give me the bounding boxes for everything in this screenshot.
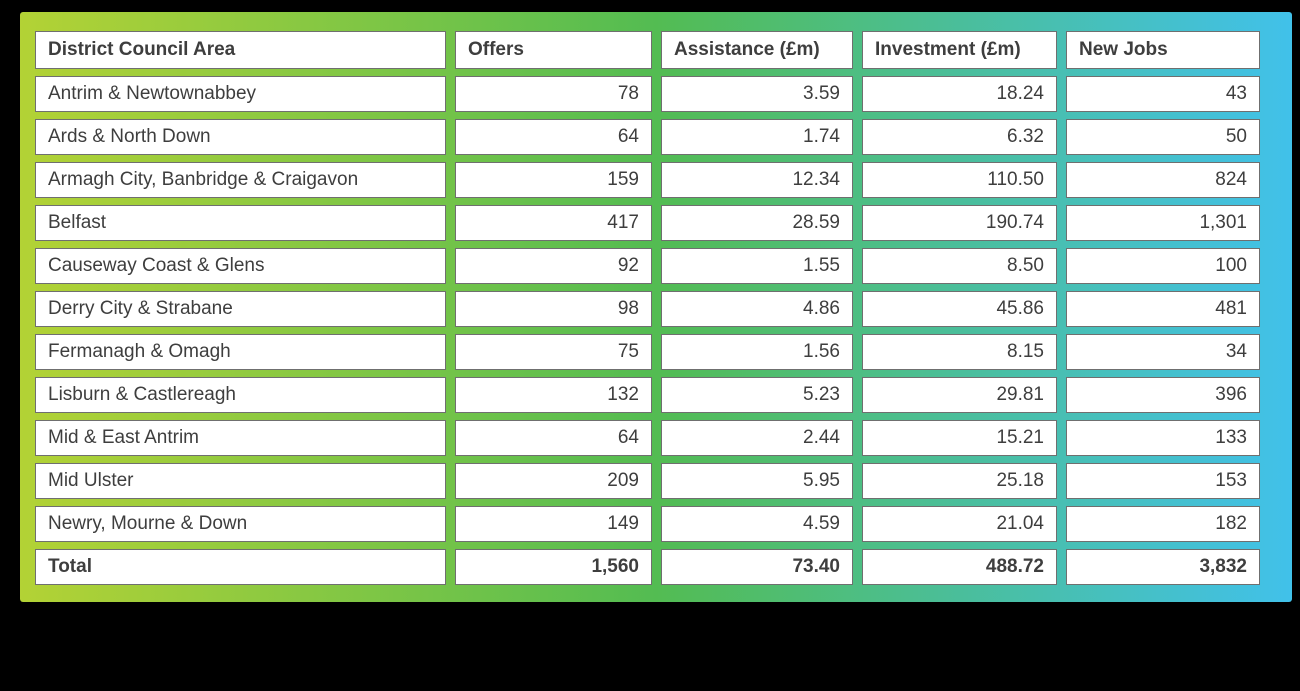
district-cell: Derry City & Strabane xyxy=(35,291,446,327)
gradient-panel: District Council Area Offers Assistance (£… xyxy=(20,12,1292,602)
column-header: New Jobs xyxy=(1066,31,1260,69)
value-cell: 3,832 xyxy=(1066,549,1260,585)
total-row: Total 1,560 73.40 488.72 3,832 xyxy=(35,549,1260,585)
value-cell: 43 xyxy=(1066,76,1260,112)
table-row: Derry City & Strabane 98 4.86 45.86 481 xyxy=(35,291,1260,327)
table-row: Belfast 417 28.59 190.74 1,301 xyxy=(35,205,1260,241)
table-row: Causeway Coast & Glens 92 1.55 8.50 100 xyxy=(35,248,1260,284)
value-cell: 25.18 xyxy=(862,463,1057,499)
value-cell: 12.34 xyxy=(661,162,853,198)
value-cell: 29.81 xyxy=(862,377,1057,413)
value-cell: 417 xyxy=(455,205,652,241)
district-cell: Antrim & Newtownabbey xyxy=(35,76,446,112)
value-cell: 396 xyxy=(1066,377,1260,413)
district-cell: Lisburn & Castlereagh xyxy=(35,377,446,413)
column-header: District Council Area xyxy=(35,31,446,69)
table-row: Ards & North Down 64 1.74 6.32 50 xyxy=(35,119,1260,155)
value-cell: 100 xyxy=(1066,248,1260,284)
table-row: Fermanagh & Omagh 75 1.56 8.15 34 xyxy=(35,334,1260,370)
district-cell: Fermanagh & Omagh xyxy=(35,334,446,370)
district-cell: Ards & North Down xyxy=(35,119,446,155)
value-cell: 78 xyxy=(455,76,652,112)
district-cell: Newry, Mourne & Down xyxy=(35,506,446,542)
table-row: Antrim & Newtownabbey 78 3.59 18.24 43 xyxy=(35,76,1260,112)
value-cell: 92 xyxy=(455,248,652,284)
value-cell: 4.59 xyxy=(661,506,853,542)
value-cell: 98 xyxy=(455,291,652,327)
value-cell: 1,301 xyxy=(1066,205,1260,241)
value-cell: 6.32 xyxy=(862,119,1057,155)
value-cell: 64 xyxy=(455,420,652,456)
value-cell: 153 xyxy=(1066,463,1260,499)
value-cell: 1.74 xyxy=(661,119,853,155)
value-cell: 18.24 xyxy=(862,76,1057,112)
district-cell: Mid & East Antrim xyxy=(35,420,446,456)
value-cell: 481 xyxy=(1066,291,1260,327)
value-cell: 1.55 xyxy=(661,248,853,284)
value-cell: 1,560 xyxy=(455,549,652,585)
value-cell: 110.50 xyxy=(862,162,1057,198)
value-cell: 28.59 xyxy=(661,205,853,241)
value-cell: 34 xyxy=(1066,334,1260,370)
table-row: Mid Ulster 209 5.95 25.18 153 xyxy=(35,463,1260,499)
value-cell: 824 xyxy=(1066,162,1260,198)
value-cell: 1.56 xyxy=(661,334,853,370)
value-cell: 3.59 xyxy=(661,76,853,112)
value-cell: 2.44 xyxy=(661,420,853,456)
value-cell: 149 xyxy=(455,506,652,542)
value-cell: 50 xyxy=(1066,119,1260,155)
value-cell: 15.21 xyxy=(862,420,1057,456)
table-row: Newry, Mourne & Down 149 4.59 21.04 182 xyxy=(35,506,1260,542)
column-header: Assistance (£m) xyxy=(661,31,853,69)
value-cell: 132 xyxy=(455,377,652,413)
value-cell: 182 xyxy=(1066,506,1260,542)
district-cell: Belfast xyxy=(35,205,446,241)
value-cell: 75 xyxy=(455,334,652,370)
column-header: Offers xyxy=(455,31,652,69)
table-row: Mid & East Antrim 64 2.44 15.21 133 xyxy=(35,420,1260,456)
value-cell: 8.50 xyxy=(862,248,1057,284)
value-cell: 64 xyxy=(455,119,652,155)
district-cell: Mid Ulster xyxy=(35,463,446,499)
column-header: Investment (£m) xyxy=(862,31,1057,69)
value-cell: 5.95 xyxy=(661,463,853,499)
table-row: Armagh City, Banbridge & Craigavon 159 12.… xyxy=(35,162,1260,198)
value-cell: 133 xyxy=(1066,420,1260,456)
value-cell: 190.74 xyxy=(862,205,1057,241)
value-cell: 488.72 xyxy=(862,549,1057,585)
district-council-table: District Council Area Offers Assistance (£… xyxy=(26,24,1269,592)
value-cell: 5.23 xyxy=(661,377,853,413)
value-cell: 159 xyxy=(455,162,652,198)
value-cell: 45.86 xyxy=(862,291,1057,327)
value-cell: 73.40 xyxy=(661,549,853,585)
district-cell: Armagh City, Banbridge & Craigavon xyxy=(35,162,446,198)
value-cell: 8.15 xyxy=(862,334,1057,370)
value-cell: 4.86 xyxy=(661,291,853,327)
district-cell: Total xyxy=(35,549,446,585)
table-row: Lisburn & Castlereagh 132 5.23 29.81 396 xyxy=(35,377,1260,413)
value-cell: 21.04 xyxy=(862,506,1057,542)
value-cell: 209 xyxy=(455,463,652,499)
table-body: Antrim & Newtownabbey 78 3.59 18.24 43 Ards &… xyxy=(35,76,1260,585)
district-cell: Causeway Coast & Glens xyxy=(35,248,446,284)
header-row: District Council Area Offers Assistance (£… xyxy=(35,31,1260,69)
